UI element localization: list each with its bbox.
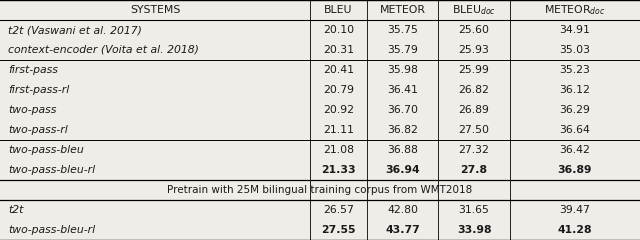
Text: 41.28: 41.28 (557, 225, 592, 235)
Text: 20.79: 20.79 (323, 85, 354, 95)
Text: 42.80: 42.80 (387, 205, 418, 215)
Text: first-pass: first-pass (8, 65, 58, 75)
Text: 21.11: 21.11 (323, 125, 354, 135)
Text: 26.89: 26.89 (459, 105, 490, 115)
Text: two-pass-bleu-rl: two-pass-bleu-rl (8, 225, 95, 235)
Text: two-pass-bleu-rl: two-pass-bleu-rl (8, 165, 95, 175)
Text: t2t (Vaswani et al. 2017): t2t (Vaswani et al. 2017) (8, 25, 142, 35)
Text: 35.03: 35.03 (559, 45, 591, 55)
Text: 25.93: 25.93 (459, 45, 490, 55)
Text: METEOR: METEOR (380, 5, 426, 15)
Text: 36.89: 36.89 (557, 165, 592, 175)
Text: 35.23: 35.23 (559, 65, 591, 75)
Text: 36.82: 36.82 (387, 125, 418, 135)
Text: 36.42: 36.42 (559, 145, 591, 155)
Text: 20.92: 20.92 (323, 105, 354, 115)
Text: 27.8: 27.8 (461, 165, 488, 175)
Text: 36.94: 36.94 (385, 165, 420, 175)
Text: 27.55: 27.55 (321, 225, 356, 235)
Text: SYSTEMS: SYSTEMS (130, 5, 180, 15)
Text: BLEU: BLEU (324, 5, 353, 15)
Text: 39.47: 39.47 (559, 205, 591, 215)
Text: BLEU$_{doc}$: BLEU$_{doc}$ (452, 3, 496, 17)
Text: 20.31: 20.31 (323, 45, 354, 55)
Text: 21.33: 21.33 (321, 165, 356, 175)
Text: 31.65: 31.65 (459, 205, 490, 215)
Text: 27.50: 27.50 (458, 125, 490, 135)
Text: 33.98: 33.98 (457, 225, 492, 235)
Text: 20.41: 20.41 (323, 65, 354, 75)
Text: METEOR$_{doc}$: METEOR$_{doc}$ (544, 3, 606, 17)
Text: 36.41: 36.41 (387, 85, 418, 95)
Text: 26.82: 26.82 (459, 85, 490, 95)
Text: 27.32: 27.32 (459, 145, 490, 155)
Text: 35.98: 35.98 (387, 65, 418, 75)
Text: 25.60: 25.60 (458, 25, 490, 35)
Text: 36.70: 36.70 (387, 105, 418, 115)
Text: 43.77: 43.77 (385, 225, 420, 235)
Text: 36.12: 36.12 (559, 85, 591, 95)
Text: 25.99: 25.99 (459, 65, 490, 75)
Text: t2t: t2t (8, 205, 24, 215)
Text: 36.88: 36.88 (387, 145, 418, 155)
Text: two-pass-rl: two-pass-rl (8, 125, 68, 135)
Text: two-pass: two-pass (8, 105, 56, 115)
Text: two-pass-bleu: two-pass-bleu (8, 145, 84, 155)
Text: 20.10: 20.10 (323, 25, 354, 35)
Text: 35.79: 35.79 (387, 45, 418, 55)
Text: 35.75: 35.75 (387, 25, 418, 35)
Text: 34.91: 34.91 (559, 25, 591, 35)
Text: 36.29: 36.29 (559, 105, 591, 115)
Text: Pretrain with 25M bilingual training corpus from WMT2018: Pretrain with 25M bilingual training cor… (168, 185, 472, 195)
Text: 21.08: 21.08 (323, 145, 354, 155)
Text: 36.64: 36.64 (559, 125, 591, 135)
Text: 26.57: 26.57 (323, 205, 354, 215)
Text: context-encoder (Voita et al. 2018): context-encoder (Voita et al. 2018) (8, 45, 199, 55)
Text: first-pass-rl: first-pass-rl (8, 85, 69, 95)
